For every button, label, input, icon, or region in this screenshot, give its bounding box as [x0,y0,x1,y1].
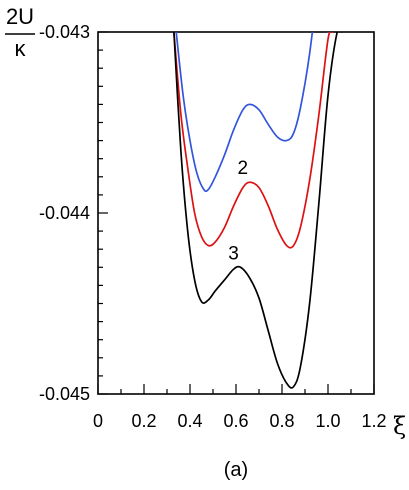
x-tick-label: 0.8 [269,411,294,431]
y-tick-label: -0.044 [39,203,90,223]
series-3-label: 3 [228,243,239,264]
x-tick-label: 0.4 [177,411,202,431]
chart-curves [173,32,343,389]
x-tick-label: 0.6 [223,411,248,431]
y-axis-label-numerator: 2U [6,4,34,29]
series-3-line [173,32,343,389]
y-tick-label: -0.043 [39,22,90,42]
chart-axes: 0 0.2 0.4 0.6 0.8 1.0 1.2 -0.045 -0.044 -0.043 [39,22,387,431]
x-tick-label: 1.0 [315,411,340,431]
figure-caption: (a) [224,459,248,481]
y-axis-label: 2U κ [5,4,35,61]
x-tick-label: 1.2 [361,411,386,431]
series-2-label: 2 [238,158,249,179]
y-axis-label-denominator: κ [15,36,27,61]
series-2-line [173,32,334,249]
chart-curve-labels: 123 [228,158,249,264]
x-tick-label: 0 [93,411,103,431]
plot-frame [97,31,375,395]
y-tick-label: -0.045 [39,384,90,404]
x-tick-label: 0.2 [131,411,156,431]
series-1-line [175,32,329,193]
x-axis-label: ξ [393,412,406,440]
